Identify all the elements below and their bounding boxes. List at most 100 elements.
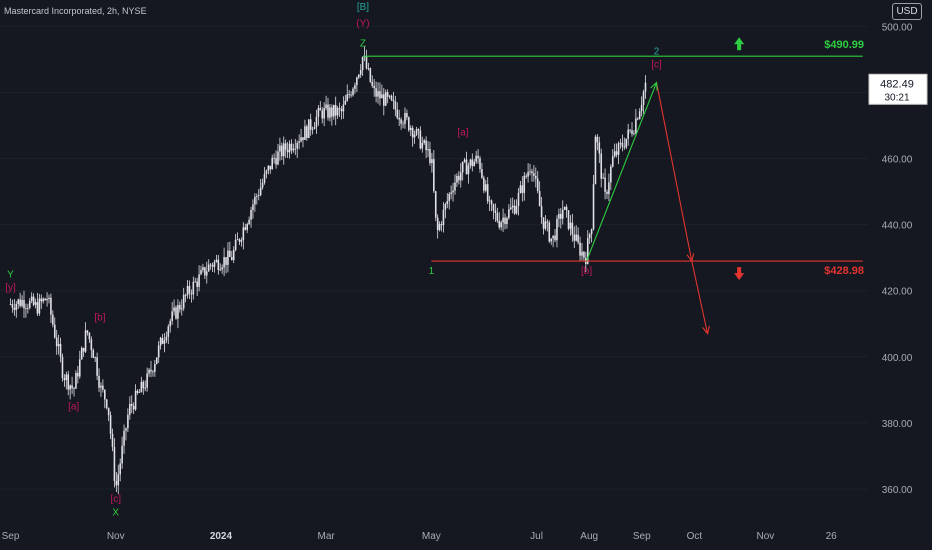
candle-body bbox=[230, 257, 233, 261]
candle-body bbox=[542, 217, 545, 229]
candle-body bbox=[142, 381, 145, 389]
candle-body bbox=[207, 264, 210, 272]
candle-body bbox=[613, 151, 616, 157]
candle-body bbox=[475, 155, 477, 162]
candle-body bbox=[286, 149, 289, 153]
candle-body bbox=[265, 170, 268, 174]
wave-label: [y] bbox=[5, 283, 16, 294]
candle-body bbox=[621, 142, 624, 147]
candle-body bbox=[331, 107, 333, 117]
candle-body bbox=[17, 299, 20, 304]
candle-body bbox=[577, 234, 579, 243]
candle-body bbox=[496, 212, 499, 221]
candle-body bbox=[232, 249, 235, 261]
candle-body bbox=[454, 182, 456, 191]
candle-body bbox=[63, 378, 66, 381]
candle-body bbox=[127, 414, 129, 429]
candle-body bbox=[425, 140, 427, 151]
candle-body bbox=[296, 142, 299, 149]
candle-body bbox=[11, 304, 14, 308]
candle-body bbox=[117, 474, 120, 486]
candle-body bbox=[517, 192, 520, 207]
candle-body bbox=[53, 324, 56, 338]
candle-body bbox=[198, 274, 200, 287]
candle-body bbox=[277, 151, 279, 165]
candle-body bbox=[217, 259, 220, 271]
candle-body bbox=[281, 145, 283, 157]
candle-body bbox=[535, 175, 537, 179]
candle-body bbox=[134, 390, 137, 410]
candle-body bbox=[19, 299, 21, 306]
candle-body bbox=[236, 239, 239, 241]
candle-body bbox=[150, 369, 152, 372]
candle-body bbox=[398, 117, 400, 120]
candle-body bbox=[159, 337, 162, 346]
candle-body bbox=[311, 129, 314, 130]
candle-body bbox=[519, 185, 522, 193]
candle-body bbox=[552, 235, 554, 239]
wave-label: [b] bbox=[581, 266, 592, 277]
candle-body bbox=[154, 363, 156, 372]
candle-body bbox=[188, 286, 191, 294]
candle-body bbox=[338, 108, 341, 109]
candle-body bbox=[257, 195, 260, 196]
candle-body bbox=[479, 158, 481, 170]
candle-body bbox=[317, 108, 320, 117]
candle-body bbox=[273, 157, 275, 159]
candle-body bbox=[182, 294, 185, 309]
y-tick-label: 460.00 bbox=[882, 155, 913, 166]
candle-body bbox=[77, 372, 79, 377]
candle-body bbox=[306, 126, 308, 138]
candle-body bbox=[357, 74, 360, 78]
x-tick-label: 26 bbox=[826, 531, 838, 542]
candle-body bbox=[44, 298, 46, 301]
candle-body bbox=[404, 113, 406, 124]
candle-body bbox=[529, 171, 531, 173]
candle-body bbox=[332, 104, 335, 117]
candle-body bbox=[350, 94, 352, 96]
candle-body bbox=[28, 300, 31, 308]
candle-body bbox=[304, 126, 306, 140]
currency-button[interactable]: USD bbox=[892, 3, 922, 20]
candle-body bbox=[400, 119, 402, 124]
candle-body bbox=[84, 330, 87, 352]
candle-body bbox=[384, 92, 387, 106]
candle-body bbox=[144, 387, 147, 389]
candle-body bbox=[190, 293, 193, 295]
candle-body bbox=[486, 184, 489, 202]
candle-body bbox=[625, 138, 628, 148]
candle-body bbox=[419, 130, 422, 149]
candle-body bbox=[413, 134, 416, 138]
candle-body bbox=[436, 217, 439, 230]
candle-body bbox=[492, 204, 495, 211]
candle-body bbox=[556, 218, 558, 241]
candle-body bbox=[100, 385, 102, 388]
candle-body bbox=[246, 224, 248, 230]
candle-body bbox=[227, 250, 229, 265]
candle-body bbox=[469, 159, 472, 166]
x-tick-label: Nov bbox=[107, 531, 125, 542]
candle-body bbox=[390, 95, 393, 100]
candle-body bbox=[269, 165, 272, 170]
candle-body bbox=[365, 55, 368, 69]
candle-body bbox=[590, 229, 593, 235]
candle-body bbox=[121, 445, 123, 464]
candle-body bbox=[548, 222, 551, 242]
wave-label: [a] bbox=[68, 402, 79, 413]
candle-body bbox=[221, 267, 223, 270]
candle-body bbox=[531, 171, 533, 174]
candle-body bbox=[298, 141, 300, 143]
candle-body bbox=[186, 286, 189, 296]
y-tick-label: 380.00 bbox=[882, 419, 913, 430]
candle-body bbox=[325, 104, 327, 109]
candle-body bbox=[498, 220, 501, 228]
wave-label: Z bbox=[360, 38, 366, 49]
candle-body bbox=[238, 239, 241, 242]
candle-body bbox=[175, 307, 177, 319]
candle-body bbox=[80, 347, 83, 360]
candle-body bbox=[73, 388, 75, 389]
candle-body bbox=[483, 177, 485, 191]
y-tick-label: 420.00 bbox=[882, 287, 913, 298]
candle-body bbox=[57, 343, 60, 347]
